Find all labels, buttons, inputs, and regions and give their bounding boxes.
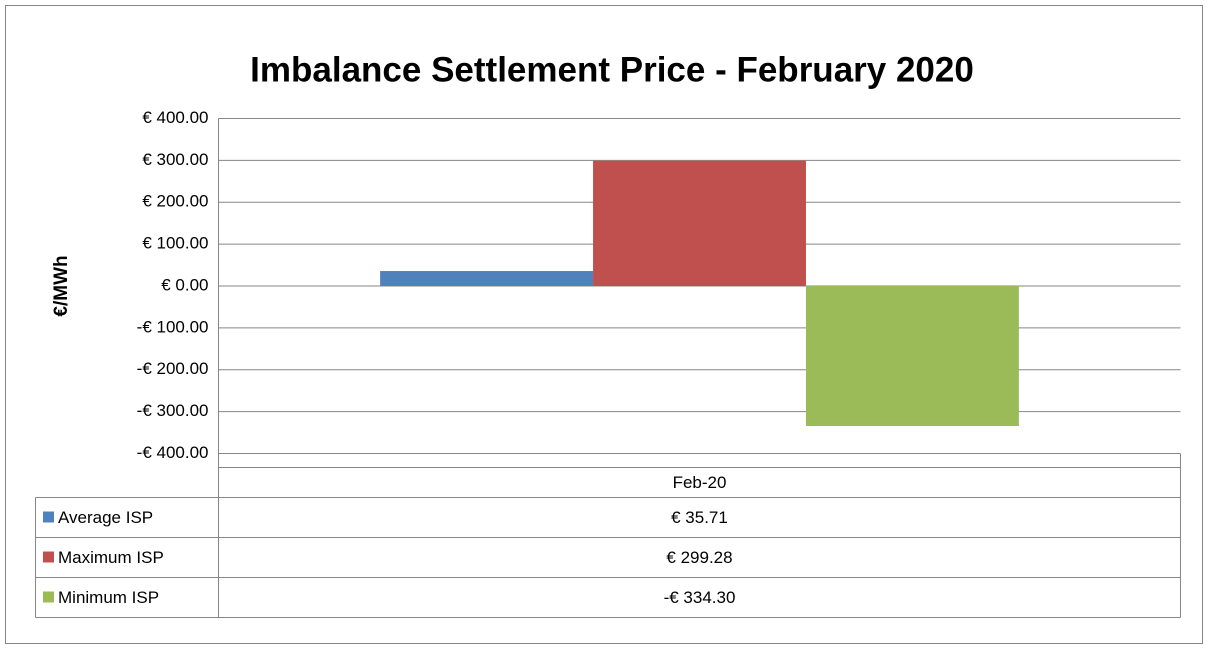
table-value: -€ 334.30 — [664, 588, 736, 607]
table-value: € 299.28 — [666, 548, 732, 567]
y-tick-label: -€ 100.00 — [137, 317, 209, 336]
bar — [805, 286, 1019, 426]
y-tick-label: -€ 200.00 — [137, 359, 209, 378]
y-tick-label: € 200.00 — [142, 192, 208, 211]
legend-key — [43, 551, 54, 563]
bar — [593, 160, 806, 286]
bar — [380, 271, 594, 286]
table-value: € 35.71 — [671, 508, 728, 527]
y-axis-label: €/MWh — [51, 255, 72, 316]
y-tick-label: -€ 300.00 — [137, 401, 209, 420]
legend-key — [43, 591, 54, 603]
y-tick-label: € 300.00 — [142, 150, 208, 169]
y-tick-label: € 0.00 — [161, 275, 208, 294]
y-tick-label: € 100.00 — [142, 234, 208, 253]
legend-key — [43, 511, 54, 523]
y-tick-label: € 400.00 — [142, 108, 208, 127]
legend-label: Maximum ISP — [58, 548, 164, 567]
legend-label: Minimum ISP — [58, 588, 159, 607]
y-tick-label: -€ 400.00 — [137, 443, 209, 462]
x-tick-label: Feb-20 — [673, 473, 727, 492]
chart-title: Imbalance Settlement Price - February 20… — [250, 50, 974, 89]
legend-label: Average ISP — [58, 508, 153, 527]
